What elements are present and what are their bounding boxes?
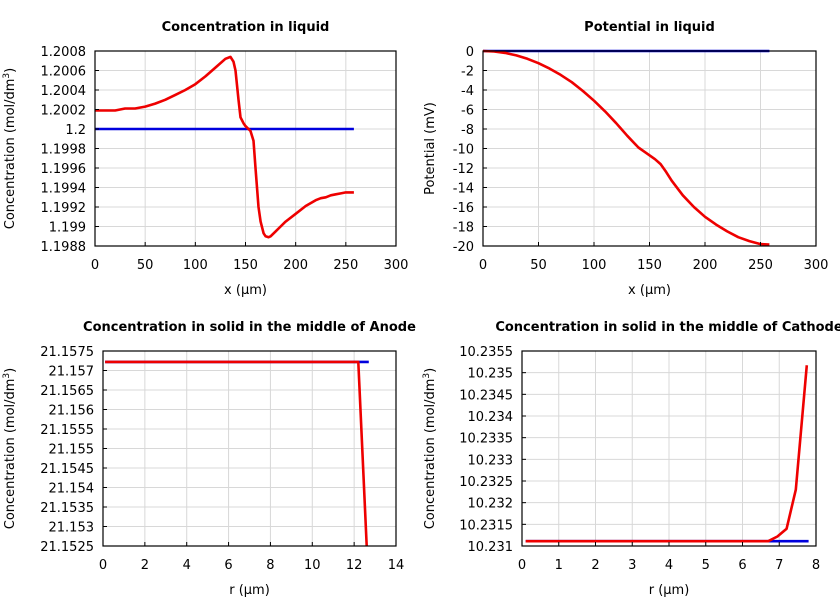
y-tick-label: 21.157 bbox=[49, 365, 95, 380]
chart-title: Concentration in solid in the middle of … bbox=[83, 320, 416, 335]
x-tick-label: 150 bbox=[233, 258, 258, 273]
y-tick-label: 1.1994 bbox=[41, 182, 87, 197]
x-tick-label: 8 bbox=[266, 558, 274, 573]
y-axis-label: Potential (mV) bbox=[423, 102, 438, 195]
x-axis-label: x (µm) bbox=[628, 283, 671, 298]
x-tick-label: 14 bbox=[388, 558, 405, 573]
y-axis-label: Concentration (mol/dm3) bbox=[2, 368, 18, 530]
x-tick-label: 150 bbox=[637, 258, 662, 273]
y-tick-label: 1.2006 bbox=[41, 65, 87, 80]
x-tick-label: 12 bbox=[346, 558, 363, 573]
x-tick-label: 200 bbox=[283, 258, 308, 273]
x-tick-label: 0 bbox=[518, 558, 526, 573]
y-tick-label: -14 bbox=[453, 182, 474, 197]
x-tick-label: 2 bbox=[591, 558, 599, 573]
x-axis-label: x (µm) bbox=[224, 283, 267, 298]
y-tick-label: 1.1996 bbox=[41, 162, 87, 177]
x-tick-label: 250 bbox=[333, 258, 358, 273]
y-tick-label: -8 bbox=[461, 123, 474, 138]
series-line-2 bbox=[482, 49, 770, 246]
y-tick-label: 1.199 bbox=[49, 221, 86, 236]
y-tick-label: 10.2325 bbox=[459, 475, 513, 490]
x-tick-label: 10 bbox=[304, 558, 321, 573]
x-tick-label: 0 bbox=[479, 258, 487, 273]
x-tick-label: 0 bbox=[91, 258, 99, 273]
y-tick-label: 10.2345 bbox=[459, 388, 513, 403]
chart-title: Concentration in liquid bbox=[162, 20, 330, 35]
chart-title: Concentration in solid in the middle of … bbox=[495, 320, 840, 335]
y-tick-label: 1.2002 bbox=[41, 104, 87, 119]
y-tick-label: 21.156 bbox=[49, 404, 95, 419]
y-tick-label: 10.2355 bbox=[459, 345, 513, 360]
x-tick-label: 6 bbox=[224, 558, 232, 573]
chart-panel-1: Concentration in liquid 0 50 100 150 200 250 30… bbox=[2, 20, 408, 298]
x-tick-label: 250 bbox=[748, 258, 773, 273]
x-tick-label: 300 bbox=[384, 258, 409, 273]
x-tick-label: 2 bbox=[141, 558, 149, 573]
x-tick-label: 6 bbox=[738, 558, 746, 573]
y-tick-label: 21.1525 bbox=[40, 540, 94, 555]
x-tick-label: 50 bbox=[530, 258, 547, 273]
series-line-2 bbox=[105, 360, 368, 547]
y-axis-label: Concentration (mol/dm3) bbox=[422, 368, 438, 530]
y-tick-label: 10.232 bbox=[468, 497, 514, 512]
y-tick-label: -2 bbox=[461, 65, 474, 80]
x-tick-label: 8 bbox=[812, 558, 820, 573]
y-tick-label: -18 bbox=[453, 221, 474, 236]
y-tick-label: -10 bbox=[453, 143, 474, 158]
y-tick-label: 10.233 bbox=[468, 453, 514, 468]
y-axis-label: Concentration (mol/dm3) bbox=[2, 68, 18, 230]
chart-title: Potential in liquid bbox=[584, 20, 715, 35]
x-tick-label: 4 bbox=[665, 558, 673, 573]
x-tick-label: 50 bbox=[137, 258, 154, 273]
y-tick-label: 1.2008 bbox=[41, 45, 87, 60]
y-tick-label: -6 bbox=[461, 104, 474, 119]
y-tick-label: 21.1555 bbox=[40, 423, 94, 438]
chart-panel-4: Concentration in solid in the middle of … bbox=[422, 320, 840, 598]
series-line-2 bbox=[525, 365, 809, 543]
y-tick-label: 21.154 bbox=[49, 482, 95, 497]
series-line-2 bbox=[95, 55, 354, 239]
x-tick-label: 300 bbox=[804, 258, 829, 273]
x-tick-label: 100 bbox=[183, 258, 208, 273]
x-tick-label: 200 bbox=[693, 258, 718, 273]
y-tick-label: 21.1575 bbox=[40, 345, 94, 360]
y-tick-label: 21.1535 bbox=[40, 501, 94, 516]
y-tick-label: -20 bbox=[453, 240, 474, 255]
y-tick-label: 1.2 bbox=[65, 123, 86, 138]
y-tick-label: 1.1988 bbox=[41, 240, 87, 255]
x-tick-label: 1 bbox=[555, 558, 563, 573]
y-tick-label: 10.235 bbox=[468, 367, 514, 382]
x-tick-label: 0 bbox=[99, 558, 107, 573]
y-tick-label: 10.2315 bbox=[459, 518, 513, 533]
y-tick-label: 1.1992 bbox=[41, 201, 87, 216]
y-tick-label: 21.155 bbox=[49, 443, 95, 458]
y-tick-label: 10.231 bbox=[468, 540, 514, 555]
x-tick-label: 4 bbox=[183, 558, 191, 573]
chart-panel-3: Concentration in solid in the middle of … bbox=[2, 320, 416, 598]
y-tick-label: 10.234 bbox=[468, 410, 514, 425]
x-tick-label: 3 bbox=[628, 558, 636, 573]
x-tick-label: 7 bbox=[775, 558, 783, 573]
y-tick-label: 0 bbox=[466, 45, 474, 60]
x-tick-label: 5 bbox=[702, 558, 710, 573]
y-tick-label: 1.1998 bbox=[41, 143, 87, 158]
x-tick-label: 100 bbox=[582, 258, 607, 273]
x-axis-label: r (µm) bbox=[229, 583, 270, 598]
y-tick-label: -12 bbox=[453, 162, 474, 177]
y-tick-label: 21.1545 bbox=[40, 462, 94, 477]
y-tick-label: 1.2004 bbox=[41, 84, 87, 99]
y-tick-label: -4 bbox=[461, 84, 474, 99]
y-tick-label: 21.1565 bbox=[40, 384, 94, 399]
y-tick-label: 21.153 bbox=[49, 521, 95, 536]
y-tick-label: -16 bbox=[453, 201, 474, 216]
x-axis-label: r (µm) bbox=[649, 583, 690, 598]
y-tick-label: 10.2335 bbox=[459, 432, 513, 447]
